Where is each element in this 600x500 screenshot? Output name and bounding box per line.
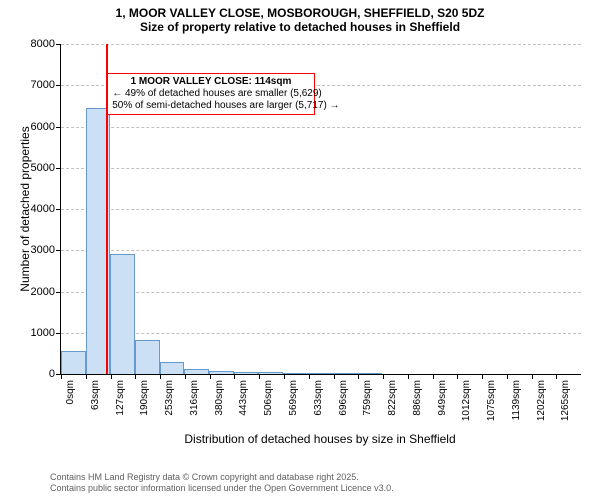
histogram-bar xyxy=(332,373,357,374)
histogram-bar xyxy=(209,371,234,374)
plot-area: 0100020003000400050006000700080000sqm63s… xyxy=(60,44,581,375)
x-tick-label: 380sqm xyxy=(214,380,225,416)
annotation-line: 50% of semi-detached houses are larger (… xyxy=(112,100,310,112)
attribution-footer: Contains HM Land Registry data © Crown c… xyxy=(0,472,600,494)
x-axis-label: Distribution of detached houses by size … xyxy=(60,432,580,446)
x-tick-label: 1202sqm xyxy=(536,380,547,421)
x-tick-mark xyxy=(135,374,136,379)
x-tick-mark xyxy=(532,374,533,379)
attribution-line1: Contains HM Land Registry data © Crown c… xyxy=(50,472,600,483)
histogram-bar xyxy=(184,369,209,374)
y-tick-label: 4000 xyxy=(31,203,61,215)
x-tick-label: 1265sqm xyxy=(560,380,571,421)
x-tick-mark xyxy=(556,374,557,379)
x-tick-label: 190sqm xyxy=(139,380,150,416)
y-tick-label: 2000 xyxy=(31,286,61,298)
x-tick-mark xyxy=(259,374,260,379)
x-tick-label: 127sqm xyxy=(115,380,126,416)
x-tick-label: 696sqm xyxy=(338,380,349,416)
chart-title-line1: 1, MOOR VALLEY CLOSE, MOSBOROUGH, SHEFFI… xyxy=(0,0,600,20)
y-tick-label: 6000 xyxy=(31,121,61,133)
x-tick-label: 759sqm xyxy=(362,380,373,416)
annotation-box: 1 MOOR VALLEY CLOSE: 114sqm← 49% of deta… xyxy=(107,73,315,115)
histogram-bar xyxy=(308,373,333,374)
y-tick-label: 8000 xyxy=(31,38,61,50)
x-tick-label: 316sqm xyxy=(189,380,200,416)
x-tick-label: 569sqm xyxy=(288,380,299,416)
x-tick-label: 949sqm xyxy=(437,380,448,416)
x-tick-label: 506sqm xyxy=(263,380,274,416)
histogram-bar xyxy=(135,340,160,374)
x-tick-mark xyxy=(185,374,186,379)
annotation-line: 1 MOOR VALLEY CLOSE: 114sqm xyxy=(112,76,310,88)
attribution-line2: Contains public sector information licen… xyxy=(50,483,600,494)
x-tick-label: 822sqm xyxy=(387,380,398,416)
x-tick-mark xyxy=(234,374,235,379)
chart-title-line2: Size of property relative to detached ho… xyxy=(0,20,600,34)
x-tick-mark xyxy=(507,374,508,379)
histogram-bar xyxy=(283,373,308,374)
x-tick-mark xyxy=(309,374,310,379)
x-tick-mark xyxy=(482,374,483,379)
x-tick-mark xyxy=(61,374,62,379)
x-tick-label: 633sqm xyxy=(313,380,324,416)
y-tick-label: 7000 xyxy=(31,79,61,91)
grid-line xyxy=(61,44,581,45)
x-tick-mark xyxy=(433,374,434,379)
grid-line xyxy=(61,250,581,251)
x-tick-label: 886sqm xyxy=(412,380,423,416)
histogram-bar xyxy=(61,351,86,374)
chart-container: 1, MOOR VALLEY CLOSE, MOSBOROUGH, SHEFFI… xyxy=(0,0,600,500)
y-tick-label: 3000 xyxy=(31,244,61,256)
y-axis-label: Number of detached properties xyxy=(18,126,32,291)
x-tick-mark xyxy=(383,374,384,379)
x-tick-mark xyxy=(111,374,112,379)
annotation-line: ← 49% of detached houses are smaller (5,… xyxy=(112,88,310,100)
grid-line xyxy=(61,333,581,334)
x-tick-label: 63sqm xyxy=(90,380,101,410)
y-tick-label: 5000 xyxy=(31,162,61,174)
grid-line xyxy=(61,127,581,128)
grid-line xyxy=(61,292,581,293)
x-tick-mark xyxy=(160,374,161,379)
y-tick-label: 0 xyxy=(49,368,61,380)
x-tick-mark xyxy=(86,374,87,379)
x-tick-mark xyxy=(408,374,409,379)
grid-line xyxy=(61,168,581,169)
y-tick-label: 1000 xyxy=(31,327,61,339)
x-tick-label: 1075sqm xyxy=(486,380,497,421)
grid-line xyxy=(61,209,581,210)
histogram-bar xyxy=(258,372,283,374)
x-tick-mark xyxy=(284,374,285,379)
histogram-bar xyxy=(110,254,135,374)
x-tick-mark xyxy=(457,374,458,379)
x-tick-mark xyxy=(334,374,335,379)
histogram-bar xyxy=(160,362,185,374)
x-tick-label: 0sqm xyxy=(65,380,76,404)
x-tick-mark xyxy=(358,374,359,379)
x-tick-label: 443sqm xyxy=(238,380,249,416)
histogram-bar xyxy=(234,372,259,374)
x-tick-label: 253sqm xyxy=(164,380,175,416)
histogram-bar xyxy=(357,373,382,374)
x-tick-mark xyxy=(210,374,211,379)
x-tick-label: 1139sqm xyxy=(511,380,522,420)
x-tick-label: 1012sqm xyxy=(461,380,472,421)
